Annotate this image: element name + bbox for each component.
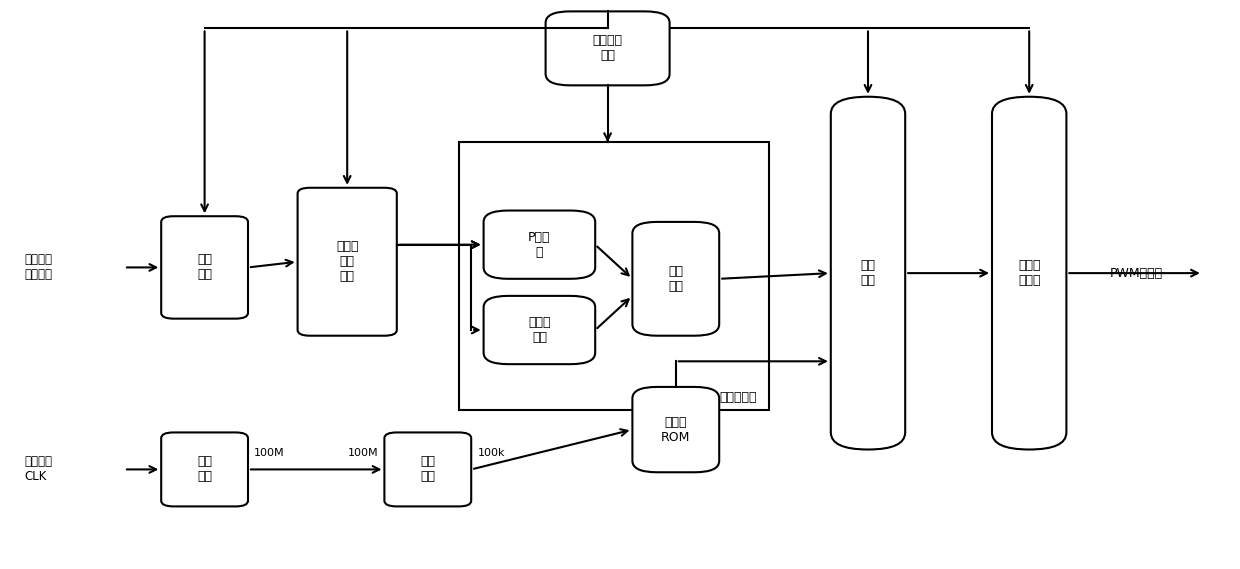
- Text: 倍频
模块: 倍频 模块: [197, 455, 212, 484]
- Text: 100k: 100k: [477, 448, 505, 458]
- Text: 同步时钟
模块: 同步时钟 模块: [593, 34, 622, 63]
- FancyBboxPatch shape: [484, 296, 595, 364]
- FancyBboxPatch shape: [546, 11, 670, 85]
- Text: 采样
模块: 采样 模块: [197, 253, 212, 282]
- Text: 母线电
压环
模块: 母线电 压环 模块: [336, 240, 358, 283]
- FancyBboxPatch shape: [161, 216, 248, 319]
- Text: 电流环模块: 电流环模块: [719, 391, 756, 404]
- Text: 三角波
ROM: 三角波 ROM: [661, 415, 691, 444]
- Text: 母线电压
输出电流: 母线电压 输出电流: [25, 253, 53, 282]
- Bar: [459, 142, 769, 410]
- Text: PWM驱动波: PWM驱动波: [1110, 267, 1163, 279]
- Text: 重复控
制器: 重复控 制器: [528, 316, 551, 344]
- Text: 死区控
制模块: 死区控 制模块: [1018, 259, 1040, 287]
- Text: 限幅
模块: 限幅 模块: [668, 265, 683, 293]
- Text: 100M: 100M: [347, 448, 378, 458]
- Text: P调节
器: P调节 器: [528, 230, 551, 259]
- Text: 100M: 100M: [254, 448, 285, 458]
- Text: 外部时钟
CLK: 外部时钟 CLK: [25, 455, 53, 484]
- FancyBboxPatch shape: [484, 211, 595, 279]
- FancyBboxPatch shape: [161, 432, 248, 506]
- FancyBboxPatch shape: [298, 188, 397, 336]
- FancyBboxPatch shape: [831, 97, 905, 450]
- Text: 分频
模块: 分频 模块: [420, 455, 435, 484]
- FancyBboxPatch shape: [632, 222, 719, 336]
- Text: 调制
模块: 调制 模块: [861, 259, 875, 287]
- FancyBboxPatch shape: [992, 97, 1066, 450]
- FancyBboxPatch shape: [632, 387, 719, 472]
- FancyBboxPatch shape: [384, 432, 471, 506]
